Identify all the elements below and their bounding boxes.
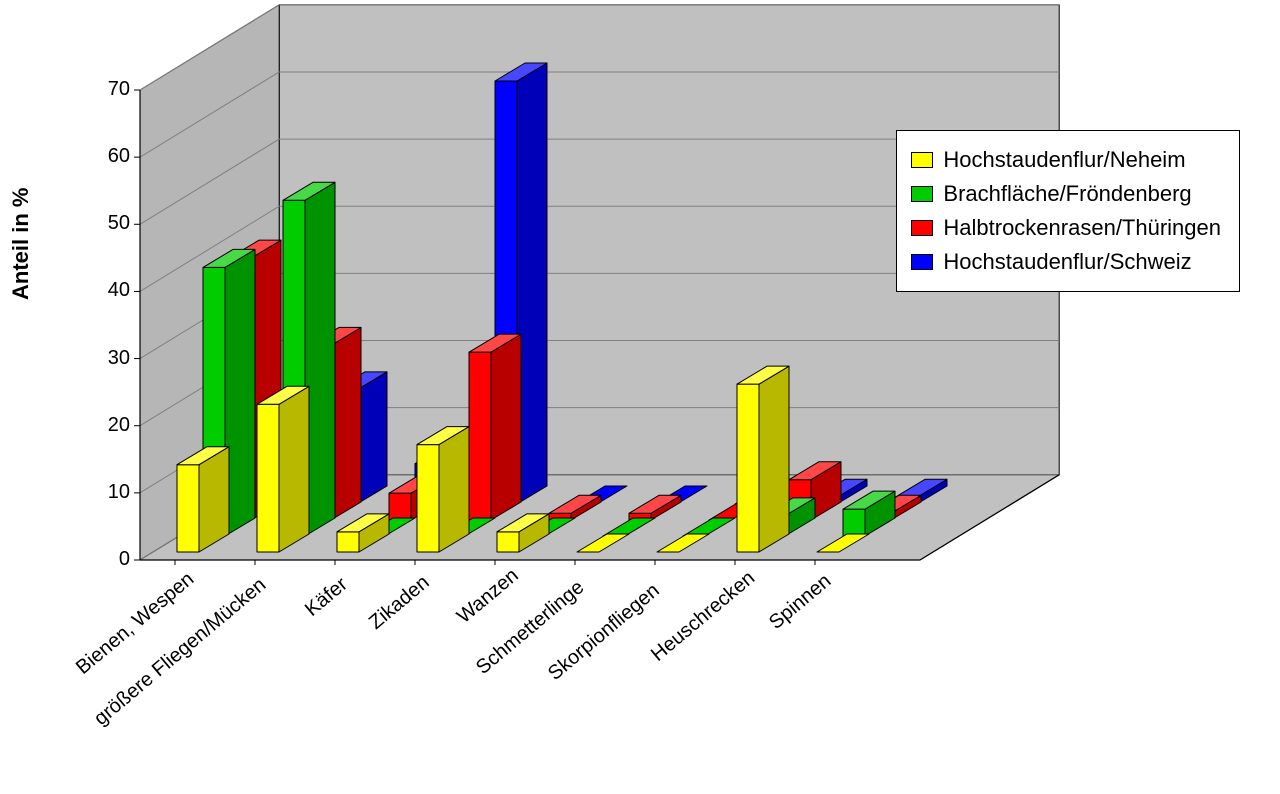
legend-swatch	[911, 220, 933, 236]
legend-label: Hochstaudenflur/Neheim	[943, 143, 1185, 177]
legend-row: Halbtrockenrasen/Thüringen	[911, 211, 1221, 245]
y-tick-label: 30	[96, 347, 130, 370]
legend-row: Hochstaudenflur/Schweiz	[911, 245, 1221, 279]
y-tick-label: 70	[96, 78, 130, 101]
legend-swatch	[911, 254, 933, 270]
y-tick-label: 60	[96, 145, 130, 168]
legend-row: Brachfläche/Fröndenberg	[911, 177, 1221, 211]
legend-label: Halbtrockenrasen/Thüringen	[943, 211, 1221, 245]
legend: Hochstaudenflur/NeheimBrachfläche/Frönde…	[896, 130, 1240, 292]
legend-label: Brachfläche/Fröndenberg	[943, 177, 1191, 211]
y-tick-label: 20	[96, 414, 130, 437]
legend-swatch	[911, 152, 933, 168]
y-tick-label: 0	[96, 548, 130, 571]
chart-svg	[0, 0, 1280, 794]
legend-label: Hochstaudenflur/Schweiz	[943, 245, 1191, 279]
chart-root: Beutespektrum der Wespenspinne in versch…	[0, 0, 1280, 794]
y-tick-label: 50	[96, 212, 130, 235]
legend-row: Hochstaudenflur/Neheim	[911, 143, 1221, 177]
legend-swatch	[911, 186, 933, 202]
y-tick-label: 40	[96, 279, 130, 302]
y-tick-label: 10	[96, 481, 130, 504]
